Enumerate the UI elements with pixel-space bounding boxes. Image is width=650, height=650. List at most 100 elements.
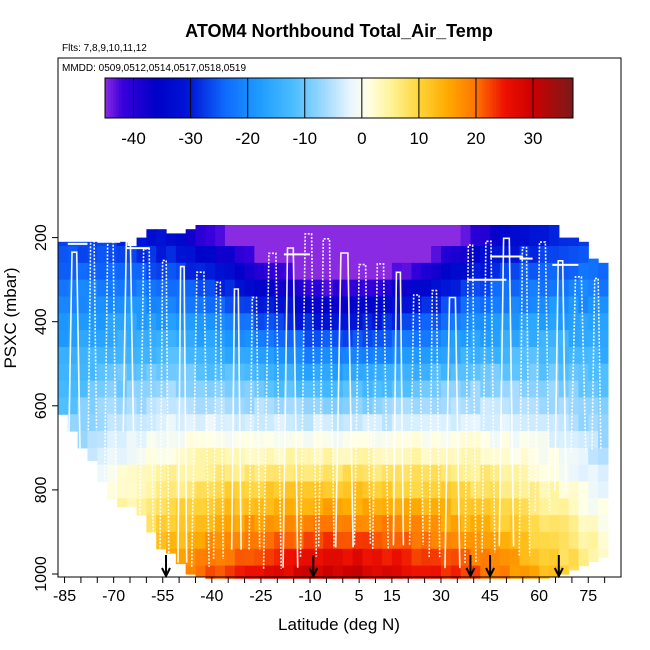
heatmap-cell [224,565,236,579]
heatmap-cell [244,262,255,281]
heatmap-cell [490,363,501,382]
heatmap-cell [313,464,324,483]
colorbar-swatch [367,78,371,118]
heatmap-cell [519,279,530,298]
colorbar-swatch [447,78,451,118]
heatmap-cell [362,565,373,579]
heatmap-cell [362,548,373,567]
heatmap-cell [490,313,501,331]
colorbar-tick-label: -10 [292,129,317,148]
heatmap-cell [323,397,334,415]
heatmap-cell [539,515,550,533]
heatmap-cell [382,431,393,449]
heatmap-cell [205,481,216,499]
heatmap-cell [431,565,442,579]
heatmap-cell [460,397,472,415]
heatmap-cell [470,346,481,365]
heatmap-cell [156,229,167,247]
heatmap-cell [185,498,197,516]
heatmap-cell [421,431,432,449]
heatmap-cell [146,330,157,348]
colorbar-swatch [484,78,488,118]
heatmap-cell [234,296,246,314]
heatmap-cell [283,565,295,579]
heatmap-cell [264,363,275,382]
heatmap-cell [372,330,383,348]
heatmap-cell [431,481,442,499]
colorbar-swatch [498,78,503,118]
heatmap-cell [264,414,275,432]
heatmap-cell [362,447,373,466]
heatmap-cell [146,346,157,365]
profile-trace [334,252,354,548]
colorbar-swatch [430,78,434,118]
heatmap-cell [264,296,275,314]
heatmap-cell [136,313,147,331]
colorbar-swatch [336,78,340,118]
heatmap-cell [293,296,305,314]
colorbar-swatch [142,78,146,118]
heatmap-cell [77,246,89,264]
heatmap-cell [362,279,373,298]
colorbar-swatch [427,78,431,118]
heatmap-cell [323,498,334,516]
heatmap-cell [401,515,413,533]
heatmap-cell [519,431,530,449]
heatmap-cell [205,296,216,314]
colorbar-swatch [401,78,406,118]
heatmap-cell [529,246,540,264]
heatmap-cell [480,464,491,483]
colorbar-swatch [187,78,192,118]
heatmap-cell [283,330,295,348]
heatmap-cell [509,464,521,483]
heatmap-cell [558,414,570,432]
heatmap-cell [372,447,383,466]
colorbar-swatch [444,78,448,118]
heatmap-cell [313,363,324,382]
heatmap-cell [529,380,540,398]
heatmap-cell [116,330,128,348]
heatmap-cell [87,262,98,281]
heatmap-cell [470,330,481,348]
heatmap-cell [548,380,560,398]
heatmap-cell [185,464,197,483]
heatmap-cell [450,246,462,264]
heatmap-cell [136,279,147,298]
heatmap-cell [116,431,128,449]
colorbar-swatch [139,78,143,118]
heatmap-cell [509,246,521,264]
heatmap-cell [421,548,432,567]
heatmap-cell [578,464,589,483]
heatmap-cell [67,330,79,348]
heatmap-cell [67,313,79,331]
heatmap-cell [215,380,226,398]
heatmap-cell [205,224,216,247]
heatmap-cell [234,515,246,533]
heatmap-cell [598,380,609,398]
colorbar-swatch [207,78,212,118]
heatmap-cell [332,447,344,466]
heatmap-cell [598,414,609,432]
colorbar-swatch [299,78,303,118]
heatmap-cell [224,380,236,398]
colorbar-swatch [390,78,394,118]
heatmap-cell [480,346,491,365]
heatmap-cell [529,414,540,432]
heatmap-cell [224,296,236,314]
heatmap-cell [342,397,354,415]
colorbar-swatch [110,78,115,118]
heatmap-cell [205,363,216,382]
profile-trace [190,271,210,567]
profile-trace [570,276,587,453]
heatmap-cell [372,224,383,247]
heatmap-cell [332,330,344,348]
heatmap-cell [401,565,413,579]
heatmap-cell [558,548,570,567]
heatmap-cell [578,330,589,348]
heatmap-cell [303,548,314,567]
heatmap-cell [254,296,265,314]
plot-frame [57,57,622,578]
heatmap-cell [126,246,138,264]
heatmap-cell [440,262,452,281]
